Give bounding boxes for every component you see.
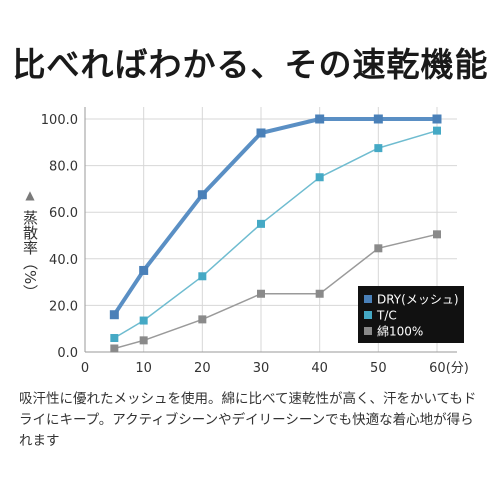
- legend-swatch: [364, 295, 372, 303]
- data-point: [256, 128, 266, 138]
- axes: [84, 107, 457, 353]
- x-tick-label: 60(分): [429, 361, 469, 376]
- data-point: [109, 310, 119, 320]
- legend: DRY(メッシュ) T/C 綿100%: [358, 286, 464, 343]
- data-point: [110, 344, 119, 353]
- data-point: [257, 289, 265, 298]
- data-point: [315, 173, 324, 182]
- x-tick-label: 40: [311, 361, 328, 376]
- tick-labels: 0.0 20.0 40.0 60.0 80.0 100.0 0 10 20 30 40 50 60(分): [41, 113, 469, 376]
- y-axis-label-text: 蒸散率（%）: [21, 210, 39, 300]
- y-tick-label: 20.0: [49, 299, 78, 314]
- data-point: [433, 126, 441, 135]
- legend-swatch: [364, 327, 372, 335]
- data-point: [139, 316, 148, 325]
- y-tick-label: 100.0: [41, 113, 78, 128]
- x-tick-label: 20: [194, 361, 211, 376]
- x-tick-label: 50: [370, 361, 387, 376]
- x-tick-label: 30: [253, 361, 270, 376]
- data-point: [433, 230, 441, 239]
- data-point: [198, 272, 207, 281]
- series-line-0: [112, 117, 437, 316]
- legend-label: T/C: [376, 309, 397, 323]
- legend-label: 綿100%: [377, 325, 423, 339]
- x-tick-label: 0: [81, 361, 89, 376]
- x-tick-label: 10: [135, 361, 152, 376]
- legend-label: DRY(メッシュ): [377, 293, 459, 307]
- series-lines: [109, 114, 442, 353]
- data-point: [198, 315, 207, 324]
- data-point: [373, 114, 383, 124]
- data-point: [315, 289, 324, 298]
- data-point: [257, 219, 265, 228]
- data-point: [139, 265, 149, 275]
- legend-swatch: [364, 311, 372, 319]
- y-tick-label: 40.0: [49, 253, 78, 268]
- y-tick-label: 80.0: [49, 160, 78, 175]
- y-tick-label: 60.0: [49, 206, 78, 221]
- data-point: [374, 244, 383, 253]
- data-point: [110, 334, 119, 343]
- triangle-marker-icon: ▲: [25, 188, 35, 202]
- data-point: [139, 336, 148, 345]
- legend-box: [358, 286, 464, 343]
- data-point: [374, 144, 383, 153]
- data-point: [432, 114, 442, 124]
- data-point: [197, 190, 207, 200]
- y-axis-label: ▲ 蒸散率（%）: [20, 186, 40, 299]
- headline: 比べればわかる、その速乾機能: [12, 45, 489, 84]
- description-text: 吸汗性に優れたメッシュを使用。綿に比べて速乾性が高く、汗をかいてもドライにキープ…: [19, 391, 477, 449]
- data-point: [315, 114, 325, 124]
- y-tick-label: 0.0: [57, 346, 78, 361]
